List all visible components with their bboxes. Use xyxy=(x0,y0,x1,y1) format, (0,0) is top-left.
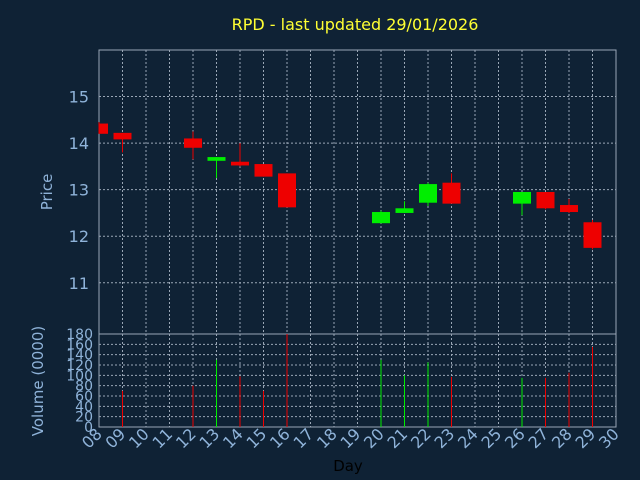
candle-body xyxy=(560,205,578,213)
candle-body xyxy=(419,184,437,203)
price-tick-label: 15 xyxy=(69,88,89,107)
price-tick-label: 14 xyxy=(69,134,89,153)
volume-tick-label: 20 xyxy=(75,410,93,426)
candlestick xyxy=(254,164,273,177)
candlestick xyxy=(113,132,132,153)
volume-tick-label: 120 xyxy=(66,358,93,374)
price-tick-label: 11 xyxy=(69,274,89,293)
candlestick xyxy=(536,192,555,210)
candle-body xyxy=(372,212,390,224)
candlestick xyxy=(278,173,296,208)
candlestick xyxy=(372,210,390,224)
candlestick xyxy=(419,182,437,206)
volume-tick-label: 60 xyxy=(75,389,93,405)
candlestick xyxy=(442,173,461,204)
candle-body xyxy=(442,182,461,204)
candle-body xyxy=(395,208,414,213)
candle-body xyxy=(231,161,249,166)
x-axis-label: Day xyxy=(333,457,363,475)
candlestick xyxy=(231,143,249,167)
candlestick xyxy=(395,201,414,213)
candlestick xyxy=(184,131,202,160)
price-tick-label: 12 xyxy=(69,227,89,246)
candlestick xyxy=(513,192,531,216)
volume-tick-label: 180 xyxy=(66,327,93,343)
volume-tick-label: 80 xyxy=(75,379,93,395)
volume-axis-label: Volume (0000) xyxy=(29,326,47,436)
candle-body xyxy=(583,222,602,248)
candlestick xyxy=(583,219,602,250)
price-panel: 11 12 13 14 15 xyxy=(69,49,617,335)
price-tick-label: 13 xyxy=(69,181,89,200)
volume-tick-label: 140 xyxy=(66,348,93,364)
candle-body xyxy=(278,173,296,208)
volume-tick-label: 160 xyxy=(66,337,93,353)
volume-tick-label: 40 xyxy=(75,399,93,415)
chart-title: RPD - last updated 29/01/2026 xyxy=(232,15,479,34)
candle-body xyxy=(113,132,132,140)
candlestick xyxy=(98,122,108,134)
volume-tick-label: 0 xyxy=(84,420,93,436)
candlestick xyxy=(560,198,578,213)
candle-body xyxy=(207,157,226,161)
price-axis-label: Price xyxy=(38,174,56,211)
candle-body xyxy=(99,123,108,134)
candle-body xyxy=(536,192,555,209)
candlestick xyxy=(207,157,226,179)
candle-body xyxy=(184,138,202,148)
volume-tick-label: 100 xyxy=(66,368,93,384)
candle-body xyxy=(254,164,273,177)
candle-body xyxy=(513,192,531,204)
volume-panel: 0809101112131415161718192021222324252627… xyxy=(66,327,623,452)
